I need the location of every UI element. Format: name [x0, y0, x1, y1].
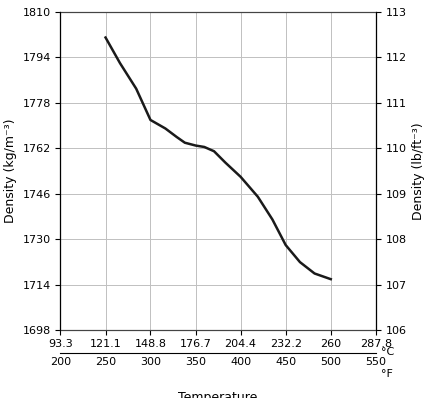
Text: °C: °C: [381, 347, 395, 357]
Y-axis label: Density (lb/ft⁻³): Density (lb/ft⁻³): [412, 122, 425, 220]
X-axis label: Temperature: Temperature: [178, 391, 258, 398]
Text: °F: °F: [381, 369, 393, 379]
Y-axis label: Density (kg/m⁻³): Density (kg/m⁻³): [4, 119, 17, 223]
